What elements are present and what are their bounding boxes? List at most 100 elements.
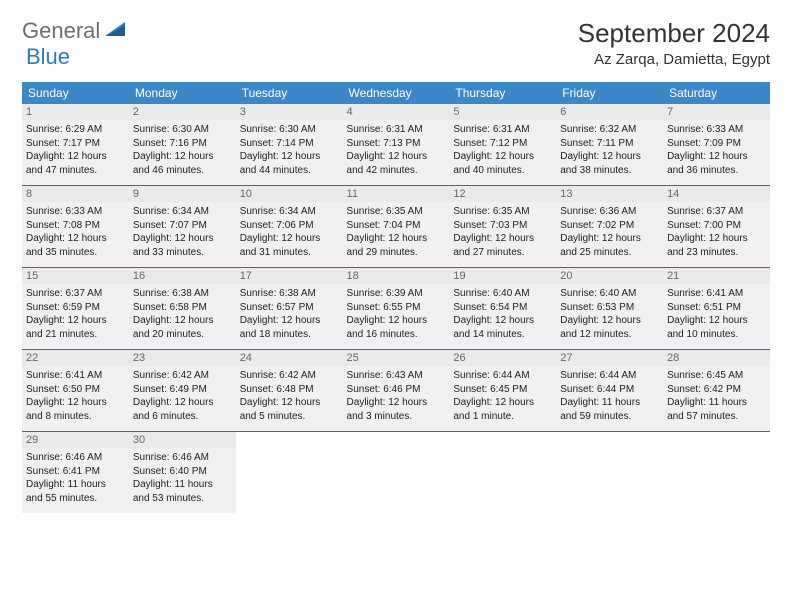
calendar-cell: 23Sunrise: 6:42 AMSunset: 6:49 PMDayligh… [129, 350, 236, 432]
day-number: 15 [22, 268, 129, 284]
calendar-cell: 19Sunrise: 6:40 AMSunset: 6:54 PMDayligh… [449, 268, 556, 350]
sunset-line: Sunset: 6:46 PM [347, 383, 446, 397]
daylight-line-1: Daylight: 12 hours [347, 232, 446, 246]
sunset-line: Sunset: 6:40 PM [133, 465, 232, 479]
day-number: 3 [236, 104, 343, 120]
sunrise-line: Sunrise: 6:41 AM [667, 287, 766, 301]
calendar-cell [236, 432, 343, 514]
day-number: 22 [22, 350, 129, 366]
day-number: 29 [22, 432, 129, 448]
daylight-line-2: and 46 minutes. [133, 164, 232, 178]
calendar-cell: 6Sunrise: 6:32 AMSunset: 7:11 PMDaylight… [556, 104, 663, 186]
sunrise-line: Sunrise: 6:30 AM [133, 123, 232, 137]
daylight-line-1: Daylight: 12 hours [240, 396, 339, 410]
calendar-cell: 12Sunrise: 6:35 AMSunset: 7:03 PMDayligh… [449, 186, 556, 268]
daylight-line-1: Daylight: 12 hours [133, 314, 232, 328]
calendar-cell: 7Sunrise: 6:33 AMSunset: 7:09 PMDaylight… [663, 104, 770, 186]
sunrise-line: Sunrise: 6:37 AM [26, 287, 125, 301]
calendar-cell: 9Sunrise: 6:34 AMSunset: 7:07 PMDaylight… [129, 186, 236, 268]
calendar-cell: 5Sunrise: 6:31 AMSunset: 7:12 PMDaylight… [449, 104, 556, 186]
sunrise-line: Sunrise: 6:37 AM [667, 205, 766, 219]
daylight-line-2: and 31 minutes. [240, 246, 339, 260]
daylight-line-2: and 59 minutes. [560, 410, 659, 424]
day-header: Saturday [663, 82, 770, 104]
day-number: 7 [663, 104, 770, 120]
day-number: 20 [556, 268, 663, 284]
daylight-line-2: and 29 minutes. [347, 246, 446, 260]
header: General September 2024 Az Zarqa, Damiett… [22, 18, 770, 68]
logo-text-general: General [22, 18, 100, 44]
day-header: Friday [556, 82, 663, 104]
calendar-cell: 4Sunrise: 6:31 AMSunset: 7:13 PMDaylight… [343, 104, 450, 186]
daylight-line-1: Daylight: 12 hours [26, 396, 125, 410]
calendar-cell: 13Sunrise: 6:36 AMSunset: 7:02 PMDayligh… [556, 186, 663, 268]
daylight-line-2: and 21 minutes. [26, 328, 125, 342]
calendar-cell: 3Sunrise: 6:30 AMSunset: 7:14 PMDaylight… [236, 104, 343, 186]
location: Az Zarqa, Damietta, Egypt [578, 51, 770, 68]
sunrise-line: Sunrise: 6:40 AM [560, 287, 659, 301]
sunset-line: Sunset: 7:17 PM [26, 137, 125, 151]
day-header: Tuesday [236, 82, 343, 104]
logo-text-blue: Blue [26, 44, 70, 70]
daylight-line-1: Daylight: 12 hours [26, 232, 125, 246]
daylight-line-2: and 18 minutes. [240, 328, 339, 342]
daylight-line-1: Daylight: 11 hours [133, 478, 232, 492]
daylight-line-2: and 33 minutes. [133, 246, 232, 260]
calendar-cell: 2Sunrise: 6:30 AMSunset: 7:16 PMDaylight… [129, 104, 236, 186]
daylight-line-1: Daylight: 12 hours [133, 396, 232, 410]
calendar-cell [449, 432, 556, 514]
daylight-line-2: and 27 minutes. [453, 246, 552, 260]
calendar-cell: 22 Sunrise: 6:41 AMSunset: 6:50 PMDayligh… [22, 350, 129, 432]
daylight-line-1: Daylight: 12 hours [240, 314, 339, 328]
day-number: 23 [129, 350, 236, 366]
sunset-line: Sunset: 6:48 PM [240, 383, 339, 397]
daylight-line-2: and 20 minutes. [133, 328, 232, 342]
daylight-line-1: Daylight: 12 hours [347, 150, 446, 164]
sunset-line: Sunset: 7:11 PM [560, 137, 659, 151]
sunrise-line: Sunrise: 6:38 AM [133, 287, 232, 301]
day-number: 25 [343, 350, 450, 366]
daylight-line-1: Daylight: 12 hours [133, 232, 232, 246]
daylight-line-1: Daylight: 12 hours [26, 150, 125, 164]
sunrise-line: Sunrise: 6:31 AM [453, 123, 552, 137]
sunset-line: Sunset: 7:07 PM [133, 219, 232, 233]
daylight-line-1: Daylight: 12 hours [667, 150, 766, 164]
daylight-line-2: and 16 minutes. [347, 328, 446, 342]
sunset-line: Sunset: 6:50 PM [26, 383, 125, 397]
sunset-line: Sunset: 6:44 PM [560, 383, 659, 397]
daylight-line-1: Daylight: 12 hours [26, 314, 125, 328]
daylight-line-2: and 47 minutes. [26, 164, 125, 178]
calendar-cell [663, 432, 770, 514]
daylight-line-1: Daylight: 12 hours [240, 150, 339, 164]
daylight-line-2: and 5 minutes. [240, 410, 339, 424]
sunrise-line: Sunrise: 6:34 AM [133, 205, 232, 219]
calendar-cell: 26Sunrise: 6:44 AMSunset: 6:45 PMDayligh… [449, 350, 556, 432]
day-number: 28 [663, 350, 770, 366]
day-number: 6 [556, 104, 663, 120]
sunrise-line: Sunrise: 6:29 AM [26, 123, 125, 137]
daylight-line-2: and 25 minutes. [560, 246, 659, 260]
sunrise-line: Sunrise: 6:33 AM [667, 123, 766, 137]
daylight-line-2: and 53 minutes. [133, 492, 232, 506]
calendar-table: SundayMondayTuesdayWednesdayThursdayFrid… [22, 82, 770, 513]
sunrise-line: Sunrise: 6:34 AM [240, 205, 339, 219]
sunrise-line: Sunrise: 6:44 AM [560, 369, 659, 383]
sunrise-line: Sunrise: 6:44 AM [453, 369, 552, 383]
calendar-cell: 1Sunrise: 6:29 AMSunset: 7:17 PMDaylight… [22, 104, 129, 186]
calendar-body: 1Sunrise: 6:29 AMSunset: 7:17 PMDaylight… [22, 104, 770, 513]
daylight-line-2: and 40 minutes. [453, 164, 552, 178]
sunset-line: Sunset: 6:42 PM [667, 383, 766, 397]
calendar-cell: 18Sunrise: 6:39 AMSunset: 6:55 PMDayligh… [343, 268, 450, 350]
sunset-line: Sunset: 7:06 PM [240, 219, 339, 233]
calendar-cell: 27Sunrise: 6:44 AMSunset: 6:44 PMDayligh… [556, 350, 663, 432]
day-number: 21 [663, 268, 770, 284]
sunrise-line: Sunrise: 6:41 AM [26, 369, 125, 383]
day-number: 27 [556, 350, 663, 366]
day-number: 4 [343, 104, 450, 120]
daylight-line-1: Daylight: 11 hours [26, 478, 125, 492]
title-block: September 2024 Az Zarqa, Damietta, Egypt [578, 18, 770, 68]
sunset-line: Sunset: 7:16 PM [133, 137, 232, 151]
day-header: Sunday [22, 82, 129, 104]
daylight-line-2: and 35 minutes. [26, 246, 125, 260]
day-number: 17 [236, 268, 343, 284]
